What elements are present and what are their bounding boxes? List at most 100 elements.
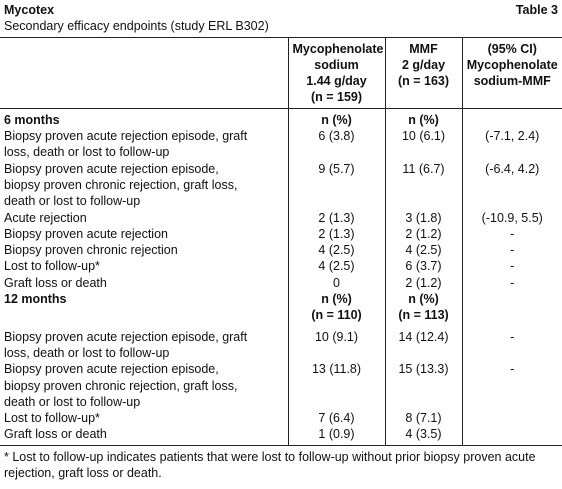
cell: 10 (9.1): [287, 328, 385, 362]
row-label: Biopsy proven acute rejection episode, bi…: [0, 361, 288, 410]
cell: 4 (3.5): [384, 426, 462, 446]
cell: 6 (3.7): [384, 258, 462, 275]
row-label: Biopsy proven acute rejection episode, g…: [0, 329, 288, 362]
table-row: Lost to follow-up* 7 (6.4) 8 (7.1): [0, 410, 562, 427]
table-row: Biopsy proven acute rejection episode, bi…: [0, 361, 562, 411]
table-row: Biopsy proven acute rejection episode, g…: [0, 328, 562, 362]
cell: 3 (1.8): [384, 209, 462, 226]
row-label: [0, 37, 288, 109]
cell: [461, 426, 562, 446]
cell: -: [461, 361, 562, 411]
cell: 2 (1.2): [384, 274, 462, 292]
text-line: Graft loss or death: [4, 427, 107, 442]
row-label: Graft loss or death: [0, 426, 288, 445]
table-row: Graft loss or death 0 2 (1.2) -: [0, 274, 562, 292]
cell: -: [461, 328, 562, 362]
cell: (95% CI) Mycophenolate sodium-MMF: [461, 37, 562, 109]
cell: 0: [287, 274, 385, 292]
cell: [461, 291, 562, 329]
text-line: n (%): [321, 112, 352, 127]
text-line: Mycophenolate: [466, 57, 558, 72]
cell: -: [461, 274, 562, 292]
table-label: Table 3: [515, 3, 558, 17]
table-row: Biopsy proven acute rejection episode, g…: [0, 128, 562, 161]
row-label: 12 months: [4, 292, 67, 307]
cell: -: [461, 258, 562, 275]
cell: 4 (2.5): [287, 242, 385, 259]
text-line: death or lost to follow-up: [4, 394, 141, 409]
text-line: Biopsy proven acute rejection: [4, 226, 168, 241]
cell: 1 (0.9): [287, 426, 385, 446]
cell: n (%): [384, 108, 462, 129]
table-row: Acute rejection 2 (1.3) 3 (1.8) (-10.9, 5.5…: [0, 209, 562, 226]
row-label: Biopsy proven acute rejection episode, g…: [0, 128, 288, 161]
text-line: Acute rejection: [4, 210, 87, 225]
text-line: (n = 113): [398, 308, 449, 323]
text-line: loss, death or lost to follow-up: [4, 345, 170, 360]
cell: [461, 108, 562, 129]
table-row: Lost to follow-up* 4 (2.5) 6 (3.7) -: [0, 258, 562, 275]
cell: 2 (1.3): [287, 225, 385, 243]
text-line: Biopsy proven acute rejection episode, g…: [4, 329, 248, 344]
text-line: (95% CI): [487, 41, 537, 56]
text-line: loss, death or lost to follow-up: [4, 145, 170, 160]
title-bar: Mycotex Table 3: [0, 0, 562, 18]
cell: 11 (6.7): [384, 160, 462, 210]
cell: 2 (1.2): [384, 225, 462, 243]
cell: 7 (6.4): [287, 410, 385, 427]
cell: 14 (12.4): [384, 328, 462, 362]
cell: (-6.4, 4.2): [461, 160, 562, 210]
text-line: 1.44 g/day: [306, 74, 367, 89]
cell: 6 (3.8): [287, 128, 385, 161]
cell: -: [461, 225, 562, 243]
text-line: Biopsy proven acute rejection episode,: [4, 161, 219, 176]
cell: (-7.1, 2.4): [461, 128, 562, 161]
text-line: MMF: [409, 41, 438, 56]
text-line: biopsy proven chronic rejection, graft l…: [4, 378, 238, 393]
text-line: (n = 163): [397, 74, 450, 89]
cell: 2 (1.3): [287, 209, 385, 226]
title: Mycotex: [4, 3, 55, 17]
row-label: Lost to follow-up*: [0, 258, 288, 274]
cell: Mycophenolate sodium 1.44 g/day (n = 159): [287, 37, 385, 109]
text-line: Biopsy proven chronic rejection: [4, 243, 178, 258]
cell: n (%) (n = 110): [287, 291, 385, 329]
text-line: sodium-MMF: [473, 74, 551, 89]
cell: 4 (2.5): [384, 242, 462, 259]
cell: [461, 410, 562, 427]
row-label: Biopsy proven acute rejection episode, bi…: [0, 161, 288, 210]
table-row: 12 months n (%) (n = 110) n (%) (n = 113): [0, 291, 562, 329]
cell: MMF 2 g/day (n = 163): [384, 37, 462, 109]
footnote: * Lost to follow-up indicates patients t…: [4, 449, 536, 481]
table-row: Graft loss or death 1 (0.9) 4 (3.5): [0, 426, 562, 446]
text-line: Mycophenolate: [292, 41, 384, 56]
cell: (-10.9, 5.5): [461, 209, 562, 226]
cell: 13 (11.8): [287, 361, 385, 411]
cell: 10 (6.1): [384, 128, 462, 161]
row-label: 6 months: [4, 112, 60, 127]
table-row: Biopsy proven acute rejection 2 (1.3) 2 (1…: [0, 225, 562, 243]
table-row: Biopsy proven acute rejection episode, bi…: [0, 160, 562, 210]
text-line: n (%): [408, 292, 439, 307]
cell: -: [461, 242, 562, 259]
data-table: Mycophenolate sodium 1.44 g/day (n = 159) MM…: [0, 36, 562, 446]
cell: 4 (2.5): [287, 258, 385, 275]
table-row: Mycophenolate sodium 1.44 g/day (n = 159) MM…: [0, 37, 562, 109]
text-line: death or lost to follow-up: [4, 194, 141, 209]
text-line: Lost to follow-up*: [4, 259, 100, 274]
text-line: n (%): [408, 112, 439, 127]
text-line: (n = 110): [311, 308, 362, 323]
text-line: 2 g/day: [401, 57, 446, 72]
row-label: Biopsy proven acute rejection: [0, 226, 288, 242]
text-line: sodium: [314, 57, 359, 72]
cell: 8 (7.1): [384, 410, 462, 427]
cell: n (%): [287, 108, 385, 129]
table-row: Biopsy proven chronic rejection 4 (2.5) 4 …: [0, 242, 562, 259]
subtitle: Secondary efficacy endpoints (study ERL …: [4, 19, 269, 34]
table-row: 6 months n (%) n (%): [0, 108, 562, 129]
cell: 9 (5.7): [287, 160, 385, 210]
row-label: Acute rejection: [0, 210, 288, 226]
row-label: Graft loss or death: [0, 275, 288, 291]
cell: n (%) (n = 113): [384, 291, 462, 329]
